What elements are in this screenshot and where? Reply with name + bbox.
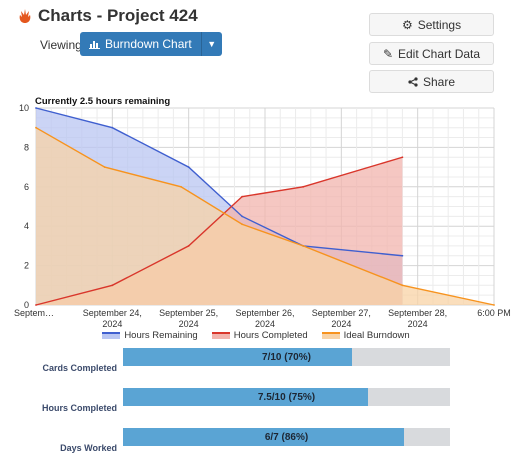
- y-tick-label: 8: [24, 142, 29, 152]
- legend-swatch: [321, 332, 340, 339]
- series-point-2: [241, 223, 244, 226]
- series-line-0: [35, 107, 403, 257]
- stat-progress-fill: [123, 348, 352, 366]
- x-tick-label: September 25,: [159, 308, 218, 318]
- share-button[interactable]: Share: [369, 70, 494, 93]
- edit-chart-data-button[interactable]: ✎ Edit Chart Data: [369, 42, 494, 65]
- series-point-0: [35, 107, 37, 109]
- series-point-0: [401, 254, 404, 257]
- series-point-1: [35, 304, 37, 306]
- stat-label: Days Worked: [60, 443, 117, 453]
- x-tick-label: Septem…: [14, 308, 54, 318]
- x-tick-label: September 24,: [83, 308, 142, 318]
- x-tick-label: September 26,: [235, 308, 294, 318]
- y-tick-label: 10: [19, 103, 29, 113]
- pencil-icon: ✎: [382, 46, 393, 61]
- stat-progress-bar: 7.5/10 (75%): [123, 388, 450, 406]
- y-tick-label: 2: [24, 261, 29, 271]
- legend-label: Hours Completed: [233, 330, 308, 341]
- viewing-label: Viewing: [40, 38, 82, 52]
- stat-value: 7/10 (70%): [262, 351, 311, 363]
- y-tick-label: 0: [24, 300, 29, 310]
- stat-progress-fill: [123, 388, 369, 406]
- y-tick-label: 4: [24, 221, 29, 231]
- stat-label: Hours Completed: [41, 403, 117, 413]
- series-point-2: [493, 304, 495, 306]
- legend-item[interactable]: Hours Remaining: [102, 330, 198, 341]
- series-point-2: [180, 185, 182, 188]
- series-point-0: [111, 126, 114, 129]
- series-area-2: [36, 127, 494, 305]
- chevron-down-icon[interactable]: ▼: [201, 32, 222, 56]
- stat-value: 6/7 (86%): [264, 431, 309, 443]
- share-icon: [408, 76, 418, 87]
- gear-icon: ⚙: [401, 17, 413, 32]
- legend-label: Ideal Burndown: [343, 330, 410, 341]
- series-point-2: [401, 284, 404, 287]
- chart-type-label: Burndown Chart: [105, 37, 192, 51]
- x-tick-label: 2024: [408, 319, 428, 329]
- series-point-0: [187, 166, 190, 168]
- series-line-1: [35, 156, 403, 306]
- legend-item[interactable]: Hours Completed: [211, 330, 308, 341]
- series-point-2: [35, 126, 37, 129]
- x-tick-label: 2024: [331, 319, 351, 329]
- chart-type-selector[interactable]: Burndown Chart ▼: [80, 32, 222, 56]
- stat-value: 7.5/10 (75%): [257, 391, 316, 403]
- stat-progress-bar: 6/7 (86%): [123, 428, 450, 446]
- series-point-1: [241, 195, 244, 198]
- series-point-1: [302, 185, 305, 188]
- series-point-1: [401, 156, 404, 159]
- edit-chart-data-label: Edit Chart Data: [398, 46, 481, 61]
- legend-item[interactable]: Ideal Burndown: [321, 330, 410, 341]
- page-title: Charts - Project 424: [38, 6, 198, 25]
- legend-swatch: [102, 332, 121, 339]
- chart-subtitle: Currently 2.5 hours remaining: [35, 96, 171, 107]
- x-tick-label: 6:00 PM: [477, 308, 511, 318]
- chart-legend: Hours Remaining Hours Completed Ideal Burn…: [0, 330, 512, 341]
- legend-swatch: [211, 332, 230, 339]
- bar-chart-icon: [89, 41, 100, 49]
- share-label: Share: [422, 74, 456, 89]
- stat-progress-fill: [123, 428, 405, 446]
- legend-label: Hours Remaining: [124, 330, 198, 341]
- settings-button[interactable]: ⚙ Settings: [369, 13, 494, 36]
- settings-label: Settings: [417, 17, 462, 32]
- x-tick-label: 2024: [179, 319, 199, 329]
- x-tick-label: 2024: [102, 319, 122, 329]
- stat-label: Cards Completed: [42, 363, 117, 373]
- series-point-0: [241, 215, 244, 218]
- chart-type-button[interactable]: Burndown Chart: [80, 32, 202, 56]
- series-point-2: [103, 166, 106, 168]
- x-tick-label: September 27,: [312, 308, 371, 318]
- series-point-1: [187, 245, 190, 247]
- series-point-1: [111, 284, 114, 287]
- page-header: Charts - Project 424: [18, 6, 198, 26]
- series-point-2: [302, 245, 305, 247]
- x-tick-label: September 28,: [388, 308, 447, 318]
- x-tick-label: 2024: [255, 319, 275, 329]
- flame-logo-icon: [19, 9, 31, 23]
- stat-progress-bar: 7/10 (70%): [123, 348, 450, 366]
- y-tick-label: 6: [24, 182, 29, 192]
